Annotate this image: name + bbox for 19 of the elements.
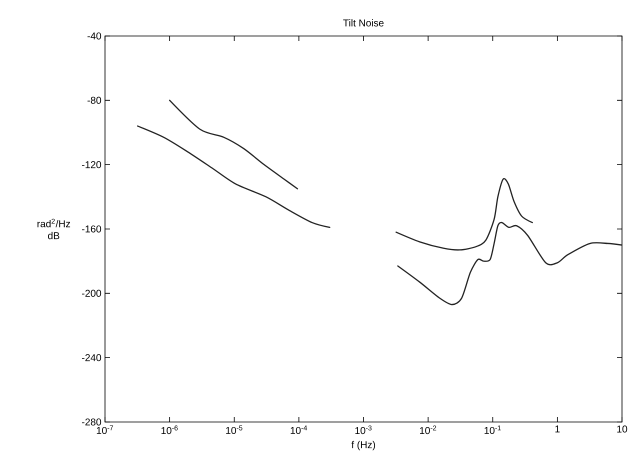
y-tick-label: -40 xyxy=(88,32,102,40)
chart-title: Tilt Noise xyxy=(343,19,384,26)
y-tick-label: -160 xyxy=(82,225,102,233)
y-tick-label: -80 xyxy=(88,96,102,104)
x-tick-label: 10$^{-4}$ xyxy=(290,426,308,434)
y-axis-title: rad$^{2}$/Hz dB xyxy=(38,218,70,240)
x-tick-label: 10 xyxy=(617,426,628,433)
y-tick-label: -200 xyxy=(82,290,102,297)
x-tick-label: 10$^{-3}$ xyxy=(355,426,372,434)
x-tick-label: 10$^{-6}$ xyxy=(162,426,178,434)
x-axis-title: f (Hz) xyxy=(351,440,376,450)
x-tick-label: 10$^{-5}$ xyxy=(226,426,242,434)
x-tick-label: 10$^{-2}$ xyxy=(420,426,436,434)
x-tick-label: 10$^{-7}$ xyxy=(96,426,114,434)
x-tick-label: 1 xyxy=(555,426,560,432)
y-tick-label: -280 xyxy=(82,418,102,426)
x-tick-label: 10$^{-1}$ xyxy=(484,426,501,434)
y-tick-label: -120 xyxy=(82,161,102,168)
y-tick-label: -240 xyxy=(82,354,102,362)
